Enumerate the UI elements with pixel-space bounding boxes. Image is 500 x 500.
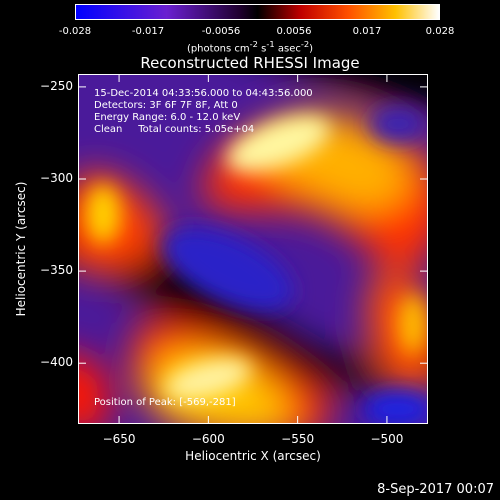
y-tick-label: −300 <box>40 171 73 185</box>
colorbar-tick-label: -0.017 <box>131 26 165 37</box>
x-tick-label: −550 <box>281 432 315 446</box>
annotation-clean: Clean Total counts: 5.05e+04 <box>94 124 255 135</box>
x-tick-label: −600 <box>191 432 225 446</box>
heatmap-image <box>78 74 428 424</box>
chart-title: Reconstructed RHESSI Image <box>140 54 360 72</box>
annotation-detectors: Detectors: 3F 6F 7F 8F, Att 0 <box>94 100 238 111</box>
colorbar-units: (photons cm-2 s-1 asec-2) <box>186 39 314 55</box>
annotation-time-range: 15-Dec-2014 04:33:56.000 to 04:43:56.000 <box>94 88 313 99</box>
x-tick-label: −650 <box>102 432 136 446</box>
y-tick-label: −400 <box>40 355 73 370</box>
colorbar-tick-label: 0.0056 <box>276 26 312 37</box>
y-axis-label: Heliocentric Y (arcsec) <box>14 181 28 317</box>
colorbar <box>75 4 440 20</box>
annotation-peak: Position of Peak: [-569,-281] <box>94 397 236 408</box>
footer-date: 8-Sep-2017 00:07 <box>377 482 494 497</box>
x-axis-label: Heliocentric X (arcsec) <box>185 449 321 463</box>
x-tick-label: −500 <box>370 432 404 446</box>
colorbar-tick-label: 0.028 <box>425 26 455 37</box>
colorbar-tick-label: -0.0056 <box>201 26 241 37</box>
y-tick-label: −350 <box>40 263 73 278</box>
colorbar-tick-label: 0.017 <box>352 26 382 37</box>
y-tick-label: −250 <box>40 78 73 93</box>
annotation-energy: Energy Range: 6.0 - 12.0 keV <box>94 112 241 123</box>
colorbar-tick-label: -0.028 <box>58 26 92 37</box>
